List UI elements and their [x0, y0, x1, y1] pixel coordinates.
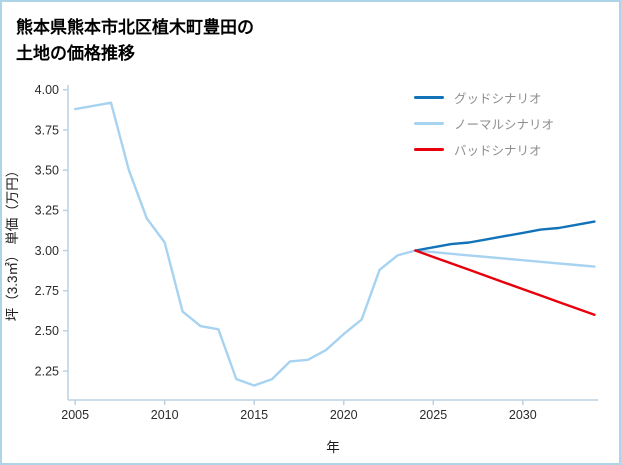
x-axis-label: 年: [326, 440, 340, 455]
legend-swatch: [414, 121, 444, 125]
svg-text:3.50: 3.50: [35, 163, 59, 177]
title-line-1: 熊本県熊本市北区植木町豊田の: [16, 18, 254, 37]
y-axis-label: 坪（3.3㎡） 単価（万円）: [5, 164, 20, 322]
series-line-good: [414, 220, 596, 252]
legend-item-bad: バッドシナリオ: [414, 140, 554, 158]
svg-text:3.75: 3.75: [35, 123, 59, 137]
legend-swatch: [414, 95, 444, 99]
legend-label-normal: ノーマルシナリオ: [454, 117, 555, 132]
svg-text:2.75: 2.75: [35, 284, 59, 298]
svg-text:2.25: 2.25: [35, 364, 59, 378]
legend-label-bad: バッドシナリオ: [454, 143, 542, 158]
svg-text:2.50: 2.50: [35, 324, 59, 338]
legend-item-good: グッドシナリオ: [414, 88, 554, 106]
svg-text:2020: 2020: [330, 408, 358, 422]
page-title: 熊本県熊本市北区植木町豊田の 土地の価格推移: [2, 2, 619, 66]
price-chart: 2.25 2.50 2.75 3.00 3.25 3.50 3.75 4.00 2005 2010…: [5, 83, 598, 455]
svg-text:2030: 2030: [509, 408, 537, 422]
svg-text:2010: 2010: [151, 408, 179, 422]
svg-text:3.00: 3.00: [35, 244, 59, 258]
chart-legend: グッドシナリオ ノーマルシナリオ バッドシナリオ: [414, 88, 554, 158]
svg-text:2025: 2025: [419, 408, 447, 422]
svg-text:2015: 2015: [240, 408, 268, 422]
legend-label-good: グッドシナリオ: [454, 91, 542, 106]
svg-text:2005: 2005: [61, 408, 89, 422]
series-line-normal: [73, 101, 596, 387]
svg-text:4.00: 4.00: [35, 83, 59, 97]
svg-text:3.25: 3.25: [35, 204, 59, 218]
legend-swatch: [414, 147, 444, 151]
title-line-2: 土地の価格推移: [16, 43, 135, 63]
series-line-bad: [414, 249, 596, 317]
chart-area: 2.25 2.50 2.75 3.00 3.25 3.50 3.75 4.00 2005 2010…: [2, 72, 619, 461]
legend-item-normal: ノーマルシナリオ: [414, 114, 554, 132]
